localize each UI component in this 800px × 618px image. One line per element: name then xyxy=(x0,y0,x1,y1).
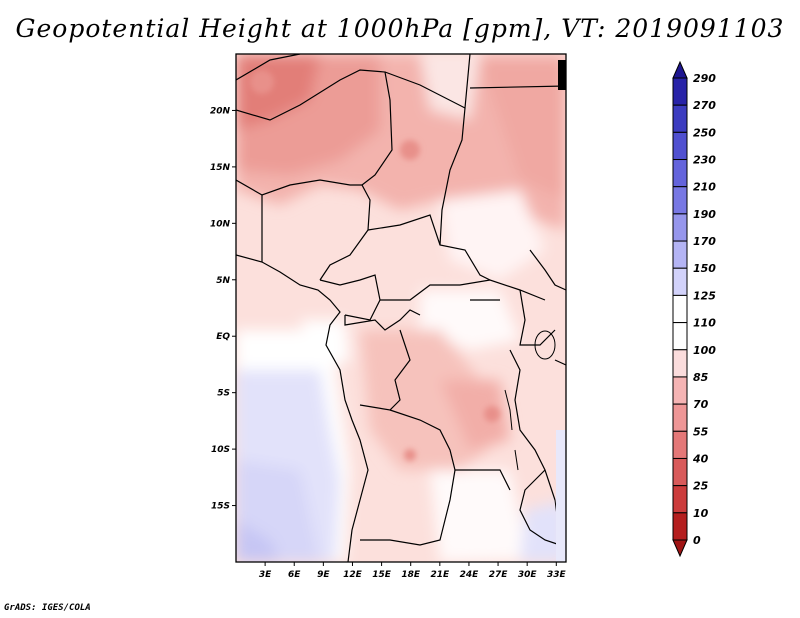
colorbar-swatch xyxy=(672,349,688,378)
colorbar-label: 55 xyxy=(693,425,709,438)
lon-tick-label: 12E xyxy=(343,570,363,580)
colorbar-swatch xyxy=(672,267,688,296)
colorbar-swatch xyxy=(672,457,688,487)
lon-tick-label: 15E xyxy=(372,570,392,580)
colorbar-swatch xyxy=(672,512,688,541)
lon-tick-label: 6E xyxy=(288,570,301,580)
colorbar-label: 125 xyxy=(693,289,716,302)
lon-tick-label: 3E xyxy=(259,570,272,580)
colorbar-swatch xyxy=(672,77,688,106)
colorbar: 2902702502302101901701501251101008570554… xyxy=(672,60,716,558)
colorbar-swatch xyxy=(672,159,688,188)
lat-tick-label: 15N xyxy=(210,163,231,173)
colorbar-swatch xyxy=(672,240,688,269)
colorbar-swatch xyxy=(672,294,688,324)
colorbar-label: 25 xyxy=(693,480,709,493)
lat-tick-label: 15S xyxy=(211,502,230,512)
colorbar-swatch xyxy=(672,403,688,432)
colorbar-label: 10 xyxy=(693,507,709,520)
colorbar-label: 270 xyxy=(693,99,716,112)
footer-credit: GrADS: IGES/COLA xyxy=(4,603,91,613)
lon-tick-label: 24E xyxy=(460,570,480,580)
lat-tick-label: 5S xyxy=(217,389,230,399)
lon-tick-label: 18E xyxy=(401,570,421,580)
colorbar-swatch xyxy=(672,322,688,351)
latitude-ticks: 20N 15N 10N 5N EQ 5S 10S 15S xyxy=(210,106,236,512)
lat-tick-label: 10S xyxy=(211,445,230,455)
colorbar-label: 290 xyxy=(693,72,716,85)
colorbar-swatch xyxy=(672,131,688,161)
colorbar-label: 170 xyxy=(693,235,716,248)
colorbar-swatch xyxy=(672,430,688,459)
longitude-ticks: 3E 6E 9E 12E 15E 18E 21E 24E 27E 30E 33E xyxy=(259,562,567,580)
colorbar-label: 150 xyxy=(693,262,716,275)
map-panel xyxy=(236,54,566,562)
lat-tick-label: EQ xyxy=(216,332,230,342)
lon-tick-label: 21E xyxy=(430,570,450,580)
colorbar-label: 110 xyxy=(693,317,716,330)
colorbar-swatch xyxy=(672,376,688,405)
colorbar-swatch xyxy=(672,213,688,242)
lat-tick-label: 10N xyxy=(210,219,231,229)
colorbar-top-arrow xyxy=(672,60,688,79)
lon-tick-label: 33E xyxy=(547,570,567,580)
colorbar-swatch xyxy=(672,485,688,514)
colorbar-label: 100 xyxy=(693,344,716,357)
colorbar-label: 190 xyxy=(693,208,716,221)
colorbar-label: 40 xyxy=(692,452,709,465)
map-frame xyxy=(235,53,567,563)
colorbar-label: 250 xyxy=(693,126,716,139)
colorbar-label: 0 xyxy=(693,534,701,547)
lat-tick-label: 20N xyxy=(210,106,231,116)
lon-tick-label: 30E xyxy=(518,570,538,580)
chart-title: Geopotential Height at 1000hPa [gpm], VT… xyxy=(15,14,785,43)
colorbar-label: 70 xyxy=(693,398,709,411)
colorbar-label: 85 xyxy=(693,371,709,384)
colorbar-label: 210 xyxy=(693,181,716,194)
lon-tick-label: 9E xyxy=(317,570,330,580)
country-borders xyxy=(236,54,566,562)
colorbar-swatch xyxy=(672,104,688,133)
colorbar-swatch xyxy=(672,186,688,215)
lon-tick-label: 27E xyxy=(489,570,509,580)
colorbar-label: 230 xyxy=(693,154,716,167)
lat-tick-label: 5N xyxy=(216,276,230,286)
colorbar-bottom-arrow xyxy=(672,539,688,558)
